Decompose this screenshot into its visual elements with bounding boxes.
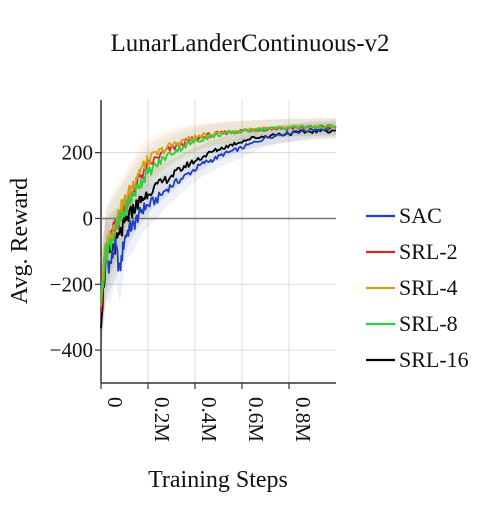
legend-label-sac: SAC bbox=[399, 203, 442, 228]
series-line-sac bbox=[100, 125, 337, 313]
y-tick-label: 200 bbox=[62, 141, 94, 165]
x-tick-label: 0.4M bbox=[197, 397, 221, 442]
y-tick-label: −400 bbox=[50, 338, 93, 362]
legend-label-srl-4: SRL-4 bbox=[399, 275, 458, 300]
x-tick-label: 0.6M bbox=[244, 397, 268, 442]
series-line-srl-8 bbox=[100, 123, 337, 305]
variance-bands bbox=[101, 117, 336, 362]
legend: SAC SRL-2 SRL-4 SRL-8 SRL-16 bbox=[366, 203, 469, 372]
series-line-srl-4 bbox=[100, 123, 337, 307]
x-tick-label: 0 bbox=[103, 397, 127, 408]
x-tick-label: 0.2M bbox=[150, 397, 174, 442]
x-axis-label: Training Steps bbox=[148, 467, 288, 493]
y-axis-label: Avg. Reward bbox=[7, 178, 33, 304]
x-tick-label: 0.8M bbox=[291, 397, 315, 442]
y-tick-label: −200 bbox=[50, 272, 93, 296]
y-ticks: −400 −200 0 200 bbox=[50, 141, 101, 362]
chart-title: LunarLanderContinuous-v2 bbox=[110, 30, 389, 57]
series-lines bbox=[100, 123, 337, 329]
y-tick-label: 0 bbox=[83, 206, 94, 230]
legend-label-srl-16: SRL-16 bbox=[399, 347, 469, 372]
band-srl-16 bbox=[101, 121, 336, 362]
band-sac bbox=[101, 119, 336, 349]
band-srl-8 bbox=[101, 117, 336, 342]
legend-label-srl-8: SRL-8 bbox=[399, 311, 458, 336]
x-ticks: 0 0.2M 0.4M 0.6M 0.8M bbox=[100, 383, 315, 442]
legend-label-srl-2: SRL-2 bbox=[399, 239, 458, 264]
